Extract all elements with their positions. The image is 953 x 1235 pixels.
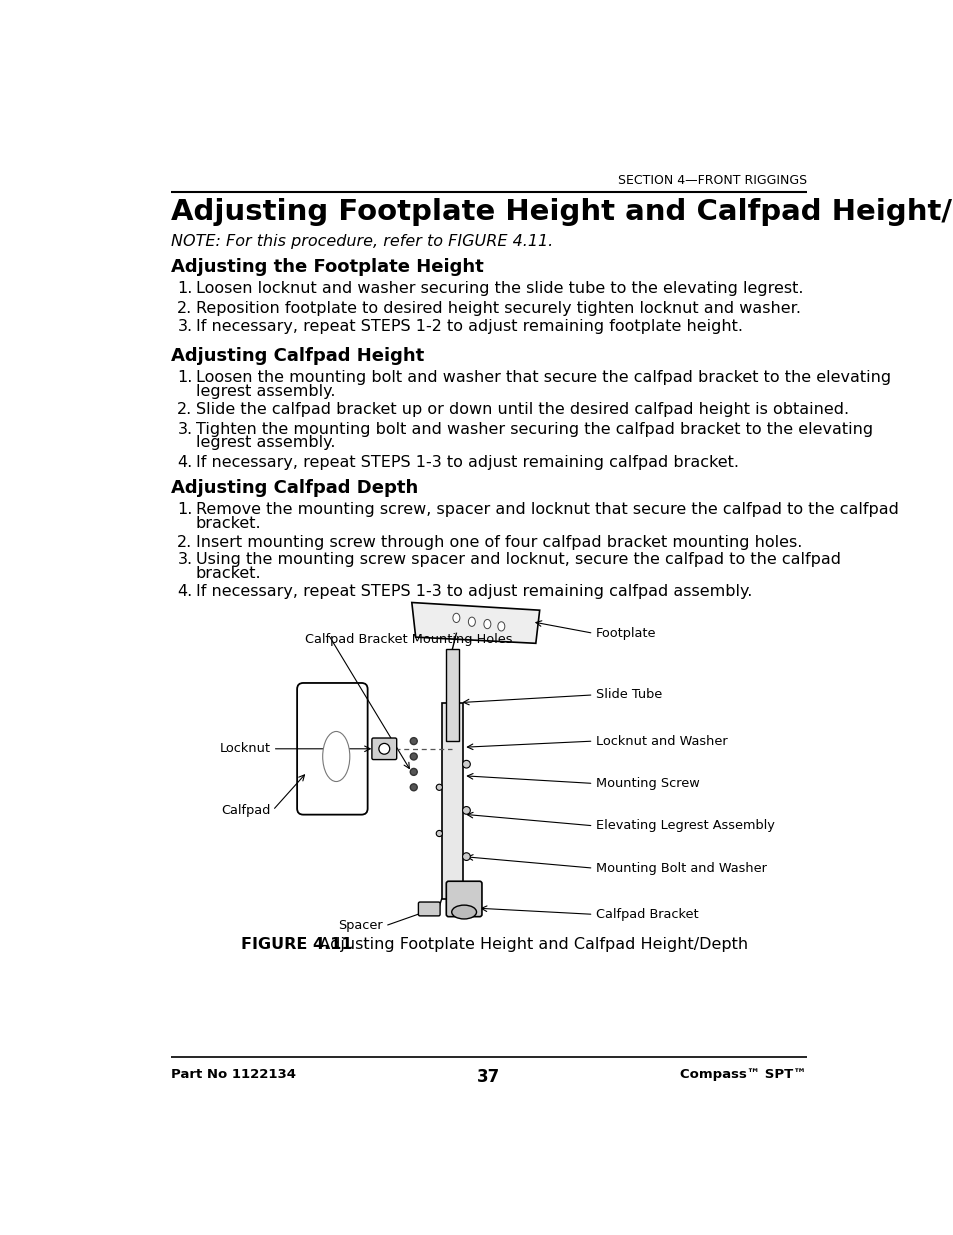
Text: If necessary, repeat STEPS 1-3 to adjust remaining calfpad bracket.: If necessary, repeat STEPS 1-3 to adjust…	[195, 454, 739, 469]
Ellipse shape	[453, 614, 459, 622]
Text: legrest assembly.: legrest assembly.	[195, 384, 335, 399]
FancyBboxPatch shape	[296, 683, 367, 815]
Text: 2.: 2.	[177, 300, 193, 316]
Circle shape	[410, 768, 416, 776]
Text: Calfpad: Calfpad	[221, 804, 270, 816]
Circle shape	[436, 830, 442, 836]
Text: Mounting Screw: Mounting Screw	[596, 777, 699, 790]
Text: 1.: 1.	[177, 280, 193, 295]
Text: Tighten the mounting bolt and washer securing the calfpad bracket to the elevati: Tighten the mounting bolt and washer sec…	[195, 421, 872, 436]
Text: Adjusting Footplate Height and Calfpad Height/Depth: Adjusting Footplate Height and Calfpad H…	[171, 199, 953, 226]
Text: bracket.: bracket.	[195, 566, 261, 580]
Text: Slide Tube: Slide Tube	[596, 688, 661, 701]
Circle shape	[462, 806, 470, 814]
Bar	[441, 703, 463, 899]
FancyBboxPatch shape	[418, 902, 439, 916]
Circle shape	[436, 784, 442, 790]
Text: NOTE: For this procedure, refer to FIGURE 4.11.: NOTE: For this procedure, refer to FIGUR…	[171, 235, 553, 249]
Text: Remove the mounting screw, spacer and locknut that secure the calfpad to the cal: Remove the mounting screw, spacer and lo…	[195, 503, 898, 517]
Ellipse shape	[452, 905, 476, 919]
FancyBboxPatch shape	[372, 739, 396, 760]
Text: Adjusting Calfpad Depth: Adjusting Calfpad Depth	[171, 479, 418, 498]
Text: Locknut and Washer: Locknut and Washer	[596, 735, 727, 747]
FancyBboxPatch shape	[446, 882, 481, 916]
Circle shape	[410, 784, 416, 790]
Text: bracket.: bracket.	[195, 516, 261, 531]
Text: Locknut: Locknut	[219, 742, 270, 756]
Text: Footplate: Footplate	[596, 627, 656, 640]
Text: Calfpad Bracket Mounting Holes: Calfpad Bracket Mounting Holes	[305, 634, 512, 646]
Text: FIGURE 4.11: FIGURE 4.11	[241, 937, 352, 952]
Text: 37: 37	[476, 1068, 500, 1087]
Text: 3.: 3.	[177, 552, 193, 567]
Bar	[445, 648, 459, 741]
Text: If necessary, repeat STEPS 1-3 to adjust remaining calfpad assembly.: If necessary, repeat STEPS 1-3 to adjust…	[195, 584, 752, 599]
Text: SECTION 4—FRONT RIGGINGS: SECTION 4—FRONT RIGGINGS	[617, 174, 806, 186]
Text: 4.: 4.	[177, 454, 193, 469]
Text: Reposition footplate to desired height securely tighten locknut and washer.: Reposition footplate to desired height s…	[195, 300, 801, 316]
Ellipse shape	[483, 620, 491, 629]
PathPatch shape	[412, 603, 539, 643]
Text: Part No 1122134: Part No 1122134	[171, 1068, 295, 1082]
Text: Adjusting the Footplate Height: Adjusting the Footplate Height	[171, 258, 483, 275]
Text: 1.: 1.	[177, 503, 193, 517]
Circle shape	[378, 743, 390, 755]
Text: 2.: 2.	[177, 403, 193, 417]
Text: Insert mounting screw through one of four calfpad bracket mounting holes.: Insert mounting screw through one of fou…	[195, 535, 801, 550]
Text: Slide the calfpad bracket up or down until the desired calfpad height is obtaine: Slide the calfpad bracket up or down unt…	[195, 403, 848, 417]
Circle shape	[462, 852, 470, 861]
Circle shape	[462, 761, 470, 768]
Text: Mounting Bolt and Washer: Mounting Bolt and Washer	[596, 862, 766, 874]
Text: If necessary, repeat STEPS 1-2 to adjust remaining footplate height.: If necessary, repeat STEPS 1-2 to adjust…	[195, 319, 742, 335]
Text: 2.: 2.	[177, 535, 193, 550]
Text: Loosen locknut and washer securing the slide tube to the elevating legrest.: Loosen locknut and washer securing the s…	[195, 280, 802, 295]
Circle shape	[410, 753, 416, 760]
Text: 3.: 3.	[177, 319, 193, 335]
Ellipse shape	[497, 621, 504, 631]
Circle shape	[410, 737, 416, 745]
Text: Elevating Legrest Assembly: Elevating Legrest Assembly	[596, 819, 774, 832]
Text: Loosen the mounting bolt and washer that secure the calfpad bracket to the eleva: Loosen the mounting bolt and washer that…	[195, 370, 890, 385]
Ellipse shape	[322, 731, 350, 782]
Text: 4.: 4.	[177, 584, 193, 599]
Text: Spacer: Spacer	[337, 919, 382, 932]
Text: Adjusting Calfpad Height: Adjusting Calfpad Height	[171, 347, 424, 364]
Text: Using the mounting screw spacer and locknut, secure the calfpad to the calfpad: Using the mounting screw spacer and lock…	[195, 552, 841, 567]
Ellipse shape	[468, 618, 475, 626]
Text: Calfpad Bracket: Calfpad Bracket	[596, 908, 698, 921]
Text: Adjusting Footplate Height and Calfpad Height/Depth: Adjusting Footplate Height and Calfpad H…	[304, 937, 748, 952]
Text: Compass™ SPT™: Compass™ SPT™	[679, 1068, 806, 1082]
Text: legrest assembly.: legrest assembly.	[195, 436, 335, 451]
Text: 1.: 1.	[177, 370, 193, 385]
Text: 3.: 3.	[177, 421, 193, 436]
